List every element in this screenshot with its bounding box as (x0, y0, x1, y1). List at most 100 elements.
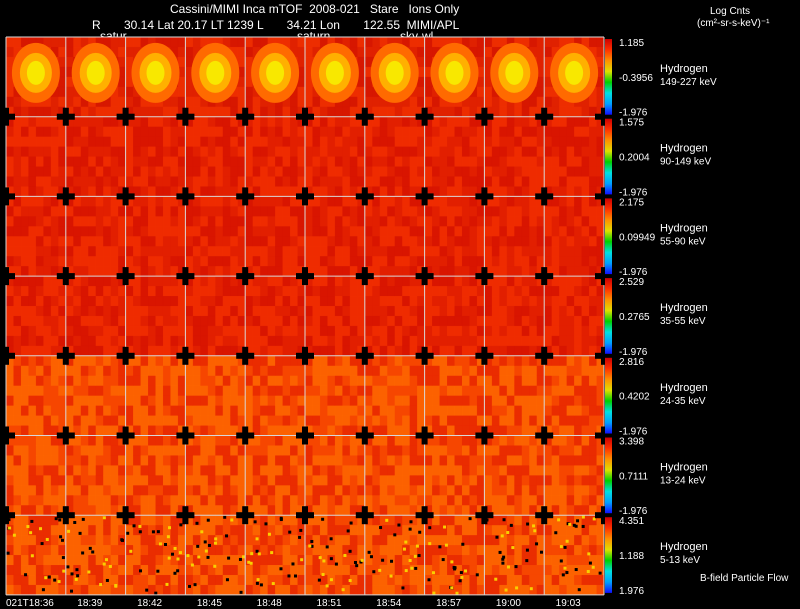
missing-pixel (574, 568, 578, 572)
texture-block (28, 136, 37, 147)
texture-block (245, 525, 253, 536)
texture-block (439, 405, 448, 416)
texture-block (297, 325, 306, 337)
texture-block (334, 136, 343, 147)
texture-block (506, 37, 515, 48)
texture-block (417, 425, 425, 436)
missing-pixel (259, 583, 263, 587)
texture-block (387, 246, 395, 257)
texture-block (461, 525, 470, 536)
texture-block (349, 545, 358, 556)
texture-block (417, 405, 425, 416)
texture-block (305, 236, 313, 247)
texture-block (536, 555, 545, 566)
texture-block (566, 485, 575, 496)
texture-block (439, 385, 448, 396)
texture-block (544, 375, 552, 386)
texture-block (469, 246, 478, 257)
texture-block (469, 86, 478, 98)
texture-block (394, 206, 403, 217)
texture-block (544, 196, 552, 207)
texture-block (566, 405, 575, 416)
texture-block (536, 305, 545, 317)
texture-block (290, 166, 298, 177)
texture-block (245, 415, 253, 426)
texture-block (581, 405, 590, 416)
texture-block (222, 286, 231, 297)
texture-block (170, 315, 179, 327)
texture-block (529, 565, 538, 576)
texture-block (260, 196, 268, 207)
texture-block (125, 385, 134, 396)
texture-block (327, 555, 336, 566)
texture-block (514, 156, 523, 167)
texture-block (95, 176, 104, 187)
missing-pixel (566, 522, 570, 526)
texture-block (566, 375, 575, 386)
texture-block (559, 435, 567, 446)
texture-block (357, 405, 366, 416)
texture-block (529, 186, 538, 197)
texture-block (177, 76, 186, 88)
texture-block (245, 266, 253, 277)
texture-block (409, 495, 418, 506)
texture-block (282, 415, 291, 426)
texture-block (349, 216, 358, 227)
texture-block (50, 246, 59, 257)
texture-block (566, 266, 575, 277)
texture-block (50, 166, 59, 177)
texture-block (103, 286, 111, 297)
texture-block (35, 385, 44, 396)
texture-block (73, 375, 82, 386)
texture-block (230, 375, 239, 386)
texture-block (155, 256, 164, 267)
texture-block (447, 345, 455, 357)
texture-block (596, 66, 605, 78)
texture-block (237, 335, 246, 347)
texture-block (305, 146, 313, 157)
texture-block (589, 505, 597, 516)
texture-block (461, 136, 470, 147)
texture-block (596, 385, 605, 396)
texture-block (544, 355, 552, 367)
texture-block (424, 106, 433, 117)
texture-block (372, 515, 381, 526)
texture-block (177, 246, 186, 257)
texture-block (252, 196, 261, 207)
texture-block (484, 395, 493, 406)
texture-block (417, 236, 425, 247)
texture-block (50, 445, 59, 456)
texture-block (118, 46, 126, 58)
texture-block (596, 435, 605, 446)
texture-block (432, 236, 440, 247)
texture-block (364, 345, 373, 357)
texture-block (402, 226, 410, 237)
texture-block (170, 126, 179, 137)
texture-block (529, 375, 538, 386)
texture-block (88, 565, 96, 576)
texture-block (596, 136, 605, 147)
texture-block (282, 37, 291, 48)
texture-block (312, 485, 321, 496)
texture-block (394, 415, 403, 426)
texture-block (43, 475, 52, 486)
texture-block (118, 415, 126, 426)
texture-block (394, 196, 403, 207)
texture-block (372, 126, 381, 137)
texture-block (28, 565, 37, 576)
texture-block (230, 37, 239, 48)
texture-block (275, 315, 283, 327)
texture-block (80, 475, 89, 486)
texture-block (148, 186, 156, 197)
texture-block (245, 236, 253, 247)
texture-block (499, 266, 508, 277)
texture-block (20, 565, 29, 576)
texture-block (319, 545, 328, 556)
texture-block (118, 76, 126, 88)
missing-pixel (206, 518, 210, 522)
texture-block (514, 256, 523, 267)
texture-block (35, 565, 44, 576)
texture-block (432, 495, 440, 506)
missing-pixel (171, 552, 175, 556)
texture-block (140, 256, 149, 267)
